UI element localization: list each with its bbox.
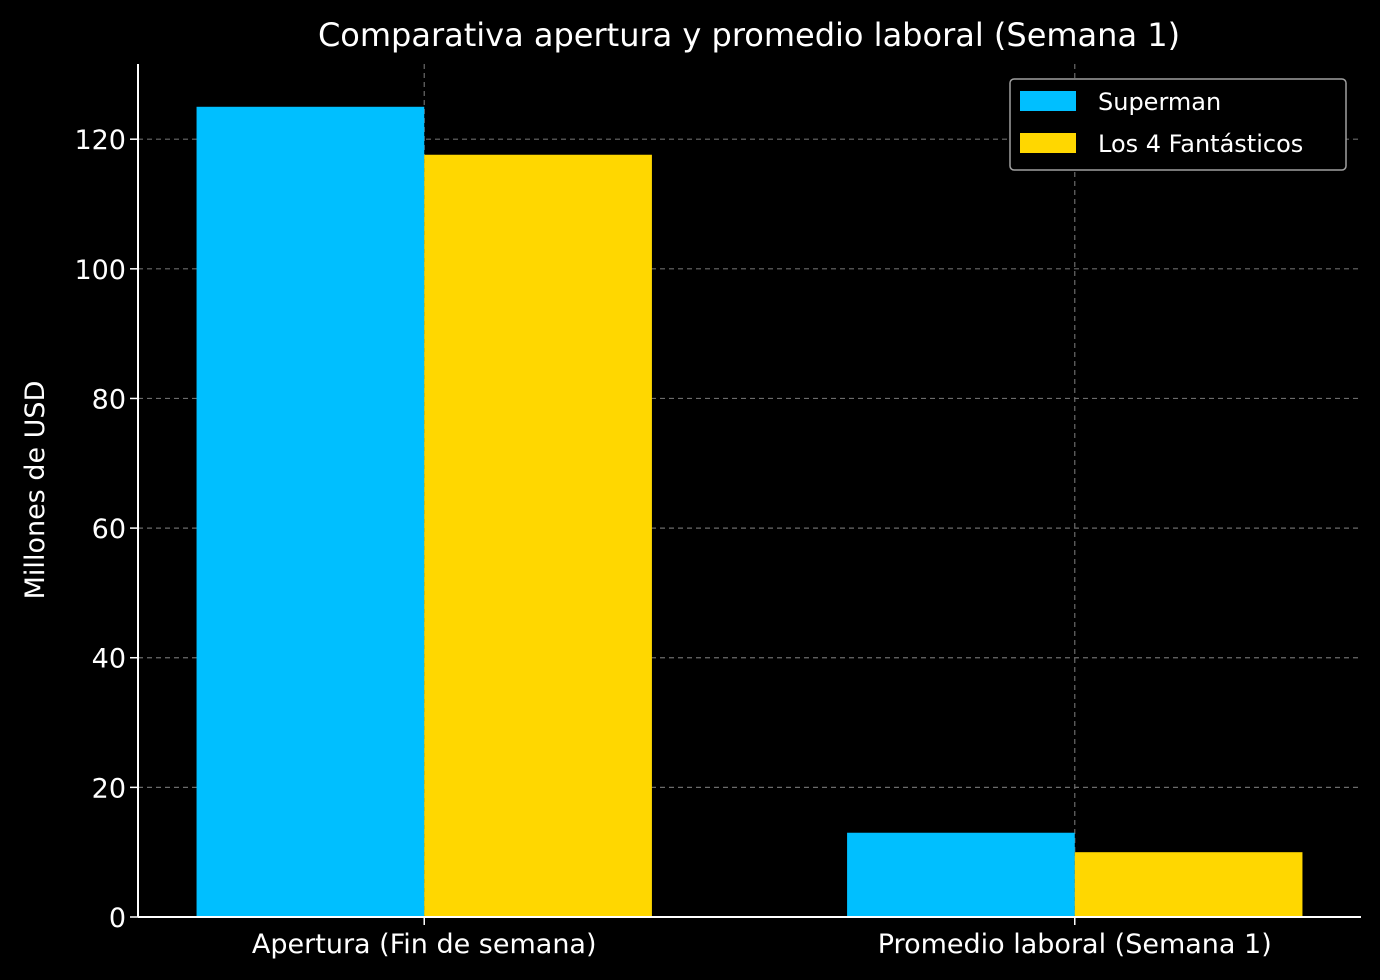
y-tick-label: 120 <box>74 125 126 156</box>
y-tick-label: 20 <box>92 773 126 804</box>
legend: Superman Los 4 Fantásticos <box>1009 78 1347 171</box>
x-tick-label: Apertura (Fin de semana) <box>252 929 597 960</box>
bar-1-1 <box>196 106 425 917</box>
ticks-layer: 0 20 40 60 80 100 120 Apertura (Fin de semana) P… <box>74 125 1271 960</box>
legend-frame <box>1009 78 1347 171</box>
y-tick-label: 60 <box>92 514 126 545</box>
legend-label: Los 4 Fantásticos <box>1098 130 1303 158</box>
y-tick-label: 0 <box>109 903 126 934</box>
y-tick-label: 100 <box>74 255 126 286</box>
bars-layer <box>196 106 1303 917</box>
legend-swatch <box>1020 133 1076 153</box>
legend-swatch <box>1020 91 1076 111</box>
y-tick-label: 40 <box>92 644 126 675</box>
legend-label: Superman <box>1098 88 1221 116</box>
bar-2-1 <box>424 154 652 917</box>
axes-layer <box>130 64 1361 925</box>
x-tick-label: Promedio laboral (Semana 1) <box>878 929 1272 960</box>
y-axis-label: Millones de USD <box>20 381 51 600</box>
bar-2-2 <box>1074 852 1303 917</box>
chart-title: Comparativa apertura y promedio laboral … <box>318 16 1180 54</box>
bar-1-2 <box>847 832 1075 917</box>
y-tick-label: 80 <box>92 384 126 415</box>
